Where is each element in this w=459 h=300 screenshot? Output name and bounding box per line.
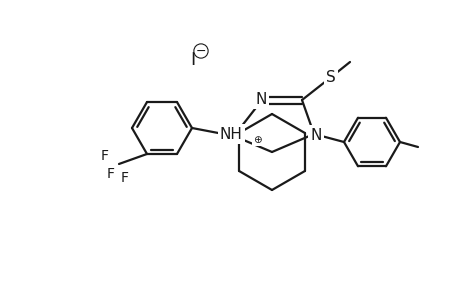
Text: F: F — [121, 171, 129, 185]
Text: F: F — [101, 149, 109, 163]
Text: N: N — [310, 128, 321, 142]
Text: ⊕: ⊕ — [252, 135, 261, 145]
Text: −: − — [196, 44, 206, 58]
Text: I: I — [190, 51, 195, 69]
Text: N: N — [255, 92, 266, 106]
Text: NH: NH — [219, 127, 242, 142]
Text: S: S — [325, 70, 335, 85]
Text: F: F — [107, 167, 115, 181]
